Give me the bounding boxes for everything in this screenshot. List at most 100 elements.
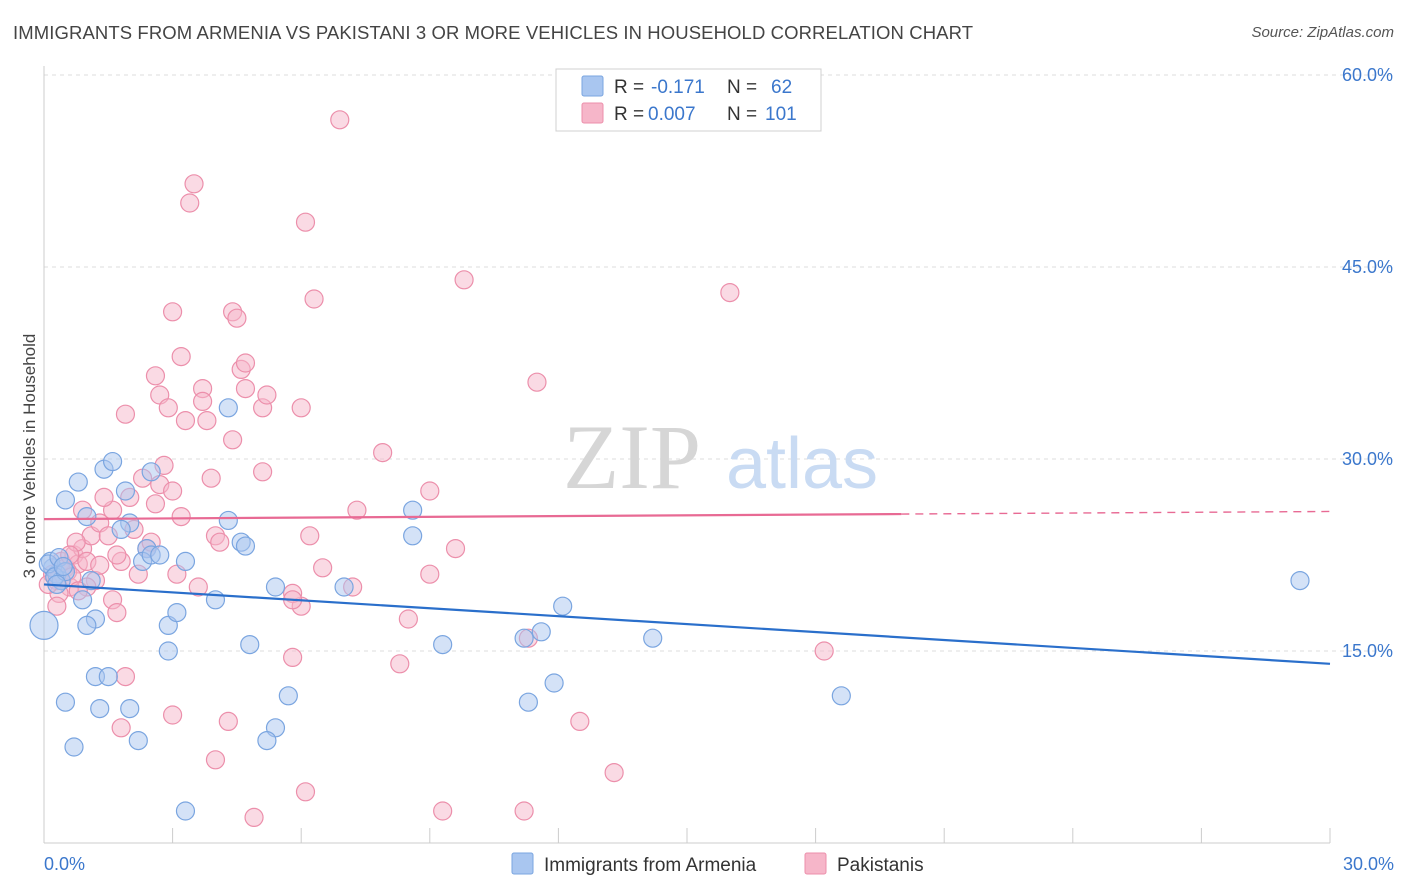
point-pakistanis	[184, 174, 204, 194]
point-pakistanis	[163, 705, 183, 725]
point-armenia	[98, 666, 118, 687]
watermark: ZIP atlas	[563, 406, 878, 508]
point-armenia	[175, 801, 196, 821]
stats-n-label: N =	[727, 77, 757, 98]
point-pakistanis	[604, 762, 624, 783]
stats-n-label: N =	[727, 104, 757, 125]
x-tick-label-min: 0.0%	[44, 854, 85, 874]
point-pakistanis	[223, 430, 243, 450]
point-armenia	[175, 551, 196, 572]
point-pakistanis	[253, 462, 273, 482]
point-armenia	[235, 536, 256, 556]
point-pakistanis	[433, 801, 453, 821]
point-armenia	[55, 692, 76, 712]
point-armenia	[218, 398, 238, 418]
point-pakistanis	[193, 391, 213, 411]
point-pakistanis	[283, 647, 303, 668]
point-pakistanis	[420, 564, 440, 584]
point-armenia	[64, 737, 84, 757]
point-armenia	[403, 526, 423, 546]
point-pakistanis	[163, 302, 183, 322]
point-armenia	[518, 692, 538, 712]
point-pakistanis	[201, 468, 221, 488]
point-pakistanis	[300, 526, 320, 546]
trend-line-pakistanis	[43, 512, 902, 521]
point-armenia	[433, 634, 453, 655]
y-tick-label: 30.0%	[1342, 449, 1393, 469]
y-tick-label: 60.0%	[1342, 65, 1393, 85]
point-armenia	[514, 628, 534, 648]
point-pakistanis	[527, 372, 547, 392]
point-pakistanis	[115, 666, 136, 687]
point-pakistanis	[244, 807, 264, 828]
point-armenia	[120, 698, 140, 719]
legend-label-pakistanis: Pakistanis	[837, 855, 924, 876]
point-pakistanis	[720, 283, 740, 303]
point-pakistanis	[111, 718, 131, 738]
point-armenia	[643, 628, 663, 648]
point-pakistanis	[814, 641, 834, 661]
point-armenia	[81, 570, 101, 591]
legend-swatch-pakistanis	[804, 852, 827, 875]
point-pakistanis	[107, 602, 127, 623]
point-armenia	[544, 673, 564, 693]
point-pakistanis	[347, 500, 367, 520]
x-tick-labels: 0.0% 30.0%	[44, 854, 1394, 874]
point-pakistanis	[145, 366, 166, 386]
point-pakistanis	[257, 385, 277, 405]
point-pakistanis	[304, 289, 324, 309]
point-armenia	[1290, 570, 1310, 591]
point-pakistanis	[291, 398, 311, 418]
point-pakistanis	[210, 532, 230, 552]
y-tick-label: 45.0%	[1342, 257, 1393, 277]
stats-r-label: R =	[614, 104, 644, 125]
stats-swatch-blue	[581, 75, 604, 97]
point-pakistanis	[390, 654, 410, 674]
point-pakistanis	[175, 411, 196, 431]
point-pakistanis	[235, 379, 256, 399]
point-pakistanis	[171, 347, 191, 367]
y-tick-label: 15.0%	[1342, 641, 1393, 661]
point-armenia	[77, 615, 97, 636]
point-pakistanis	[94, 487, 114, 507]
y-axis-title: 3 or more Vehicles in Household	[20, 334, 39, 579]
point-pakistanis	[115, 404, 136, 424]
point-armenia	[158, 641, 178, 661]
point-armenia	[150, 545, 170, 565]
source-label: Source: ZipAtlas.com	[1251, 24, 1394, 41]
point-pakistanis	[570, 711, 590, 732]
point-pakistanis	[295, 782, 316, 802]
stats-swatch-pink	[581, 102, 604, 124]
point-pakistanis	[235, 353, 256, 373]
point-pakistanis	[295, 212, 316, 232]
point-pakistanis	[445, 538, 466, 559]
point-armenia	[240, 634, 260, 655]
point-armenia	[55, 490, 76, 510]
point-armenia	[68, 472, 88, 492]
point-pakistanis	[188, 577, 208, 597]
legend-swatch-armenia	[511, 852, 534, 875]
chart-title: IMMIGRANTS FROM ARMENIA VS PAKISTANI 3 O…	[13, 22, 974, 43]
point-armenia	[334, 577, 354, 597]
point-armenia	[102, 451, 123, 472]
watermark-zip: ZIP	[563, 406, 701, 508]
point-armenia	[218, 510, 238, 531]
series-legend: Immigrants from Armenia Pakistanis	[511, 852, 924, 876]
point-pakistanis	[90, 555, 110, 575]
stats-r-value: -0.171	[651, 77, 705, 98]
point-pakistanis	[514, 801, 534, 821]
point-pakistanis	[205, 750, 226, 770]
point-pakistanis	[373, 443, 393, 463]
point-armenia	[553, 596, 573, 616]
point-pakistanis	[171, 506, 191, 527]
point-armenia	[531, 622, 551, 642]
stats-r-label: R =	[614, 77, 644, 98]
watermark-atlas: atlas	[726, 424, 878, 504]
point-armenia	[128, 730, 148, 751]
y-tick-labels: 15.0% 30.0% 45.0% 60.0%	[1342, 65, 1393, 661]
point-pakistanis	[398, 609, 418, 629]
series-armenia	[29, 398, 1310, 821]
trend-line-pakistanis-extension	[901, 510, 1331, 515]
point-armenia	[29, 610, 59, 641]
